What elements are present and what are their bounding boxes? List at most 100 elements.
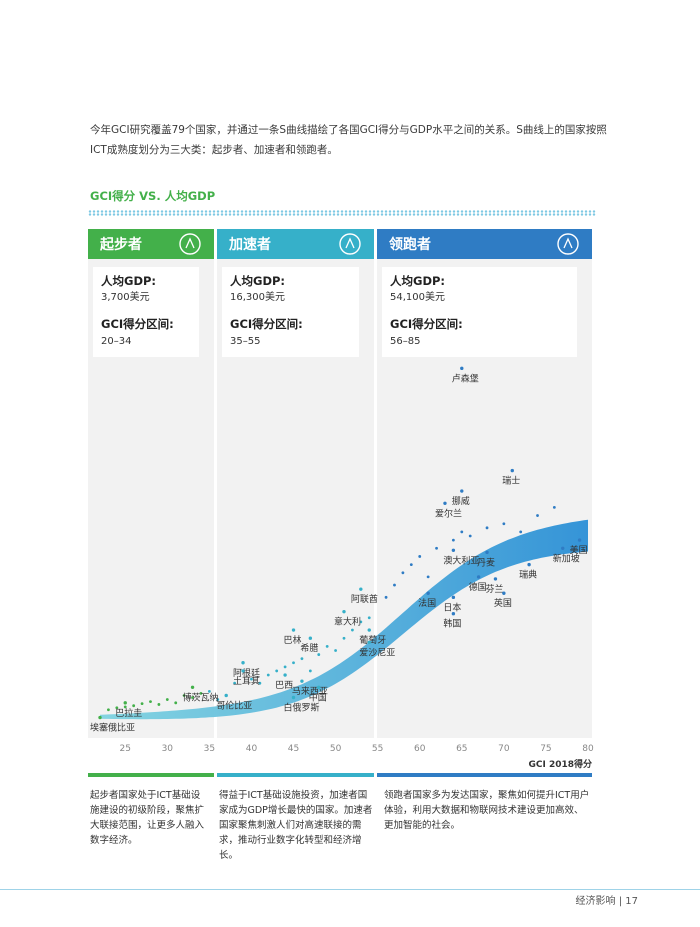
- country-point-29: [123, 701, 127, 705]
- data-point-3: [132, 704, 136, 708]
- x-tick-label-3: 40: [246, 744, 258, 754]
- country-label-8: 瑞典: [519, 569, 537, 581]
- speedometer-icon-glyph: [345, 237, 355, 249]
- medal-icon-glyph: [563, 237, 573, 249]
- x-tick-label-0: 25: [120, 744, 131, 754]
- data-point-2: [123, 705, 127, 709]
- data-point-34: [418, 555, 422, 558]
- country-point-12: [502, 591, 506, 595]
- tier-range-label-1: GCI得分区间:: [230, 317, 303, 331]
- country-point-20: [367, 640, 371, 645]
- tier-name-1: 加速者: [228, 236, 271, 253]
- data-point-39: [468, 534, 472, 538]
- country-label-11: 法国: [418, 597, 436, 609]
- country-point-8: [527, 562, 531, 567]
- country-point-26: [224, 693, 228, 698]
- data-point-37: [451, 538, 455, 542]
- data-point-28: [359, 620, 363, 624]
- medal-icon: [557, 233, 579, 255]
- x-tick-label-4: 45: [288, 744, 299, 754]
- frontrunner-footnote: 领跑者国家多为发达国家，聚焦如何提升ICT用户体验，利用大数据和物联网技术建设更…: [384, 790, 590, 831]
- x-tick-label-8: 65: [456, 744, 467, 754]
- data-point-9: [182, 694, 186, 697]
- tier-gdp-value-0: 3,700美元: [101, 290, 150, 303]
- data-point-7: [165, 698, 169, 701]
- country-label-5: 新加坡: [553, 552, 580, 564]
- data-point-36: [435, 546, 438, 550]
- country-point-5: [561, 546, 565, 550]
- tier-info-box-1: [222, 267, 359, 357]
- country-label-0: 卢森堡: [452, 372, 479, 384]
- data-point-23: [317, 653, 321, 656]
- data-point-13: [216, 698, 220, 701]
- data-point-5: [149, 700, 152, 703]
- country-point-10: [493, 577, 498, 581]
- country-label-1: 瑞士: [502, 475, 520, 487]
- country-label-17: 葡萄牙: [359, 634, 386, 646]
- country-label-13: 日本: [443, 601, 461, 613]
- data-point-10: [191, 696, 194, 699]
- country-label-21: 阿根廷: [233, 667, 260, 679]
- country-point-17: [367, 628, 371, 632]
- data-point-12: [207, 689, 211, 693]
- country-point-23: [283, 673, 287, 677]
- data-point-6: [157, 703, 161, 706]
- s-curve-band: [100, 519, 588, 720]
- country-point-18: [291, 628, 296, 632]
- country-point-9: [476, 575, 481, 579]
- country-point-6: [451, 548, 456, 553]
- tier-name-0: 起步者: [99, 236, 142, 253]
- country-label-27: 白俄罗斯: [284, 702, 320, 714]
- data-point-17: [266, 673, 270, 677]
- x-tick-label-9: 70: [498, 744, 510, 754]
- x-tick-label-10: 75: [540, 744, 551, 754]
- x-tick-label-11: 80: [582, 744, 594, 754]
- tier-bottom-bar-2: [377, 773, 592, 777]
- data-point-42: [519, 530, 523, 534]
- data-point-25: [334, 649, 337, 652]
- country-point-22: [241, 669, 245, 673]
- footer-divider: [0, 889, 700, 890]
- data-point-24: [325, 645, 329, 648]
- country-label-18: 巴林: [284, 634, 302, 646]
- data-point-11: [199, 692, 203, 695]
- adopter-footnote: 得益于ICT基础设施投资，加速者国家成为GDP增长最快的国家。加速者国家聚焦刺激…: [219, 790, 373, 861]
- tier-range-value-0: 20–34: [101, 336, 131, 347]
- country-point-16: [342, 609, 346, 614]
- data-point-31: [393, 583, 396, 587]
- tier-gdp-label-2: 人均GDP:: [390, 274, 445, 288]
- section-title: GCI得分 VS. 人均GDP: [90, 189, 216, 203]
- country-label-20: 爱沙尼亚: [359, 647, 395, 658]
- sprout-icon-glyph: [185, 237, 195, 249]
- speedometer-icon: [339, 233, 361, 255]
- country-label-9: 德国: [469, 581, 487, 593]
- sprout-icon: [179, 233, 201, 255]
- country-point-19: [308, 636, 313, 640]
- tier-gdp-value-2: 54,100美元: [390, 290, 445, 303]
- tier-bottom-bar-1: [217, 773, 374, 777]
- country-point-14: [451, 611, 456, 616]
- tier-info-box-0: [93, 267, 199, 357]
- country-point-27: [291, 695, 296, 700]
- x-tick-label-2: 35: [204, 744, 215, 754]
- tier-bottom-bar-0: [88, 773, 214, 777]
- country-point-13: [451, 595, 456, 600]
- tier-range-value-2: 56–85: [390, 336, 420, 347]
- starter-footnote: 起步者国家处于ICT基础设施建设的初级阶段，聚焦扩大联接范围，让更多人融入数字经…: [90, 790, 205, 846]
- data-point-8: [174, 701, 178, 705]
- tier-gdp-label-1: 人均GDP:: [230, 274, 285, 288]
- country-point-3: [443, 501, 447, 505]
- data-point-41: [502, 522, 506, 526]
- data-point-22: [308, 669, 312, 673]
- data-point-27: [351, 628, 354, 632]
- country-label-22: 土耳其: [233, 675, 260, 687]
- data-point-21: [300, 657, 304, 661]
- country-point-30: [98, 715, 102, 720]
- country-point-2: [460, 489, 464, 493]
- tier-info-box-2: [382, 267, 577, 357]
- country-point-15: [359, 587, 363, 591]
- tier-header-2: [377, 229, 592, 259]
- country-point-21: [241, 661, 245, 665]
- country-label-14: 韩国: [443, 618, 461, 630]
- data-point-33: [409, 563, 413, 567]
